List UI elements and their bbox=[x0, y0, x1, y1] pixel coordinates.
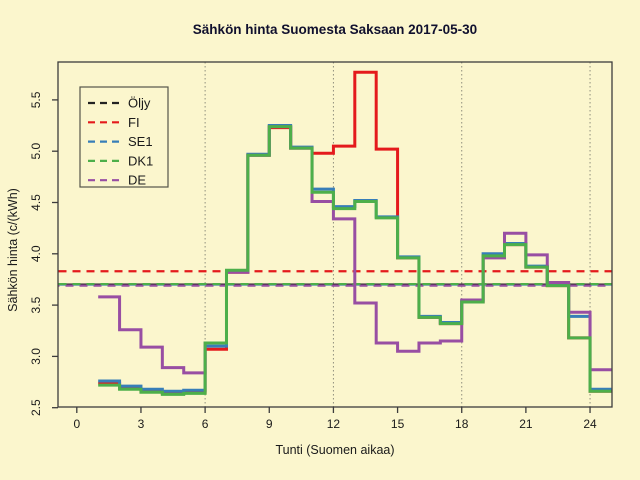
x-tick-label-21: 21 bbox=[519, 417, 533, 431]
chart-title: Sähkön hinta Suomesta Saksaan 2017-05-30 bbox=[192, 22, 478, 37]
legend-label-SE1: SE1 bbox=[128, 134, 153, 149]
y-tick-label-4.5: 4.5 bbox=[29, 194, 43, 211]
y-axis-title: Sähkön hinta (c/(kWh) bbox=[6, 188, 20, 312]
y-tick-label-4.0: 4.0 bbox=[29, 245, 43, 262]
legend-label-DE: DE bbox=[128, 173, 146, 188]
series-DE-line bbox=[98, 125, 612, 375]
x-tick-label-9: 9 bbox=[266, 417, 273, 431]
x-tick-label-3: 3 bbox=[138, 417, 145, 431]
legend-box bbox=[79, 86, 169, 188]
x-axis-title: Tunti (Suomen aikaa) bbox=[275, 443, 394, 457]
y-tick-label-5.0: 5.0 bbox=[29, 143, 43, 160]
x-tick-label-18: 18 bbox=[455, 417, 469, 431]
plot-generated: 0 3 6 9 12 15 18 21 24 2.5 3.0 3.5 4.0 4.5 5.0 5.5 Öljy F… bbox=[29, 61, 613, 431]
legend-label-FI: FI bbox=[128, 115, 140, 130]
x-tick-label-15: 15 bbox=[391, 417, 405, 431]
legend-label-Öljy: Öljy bbox=[128, 96, 151, 111]
x-tick-label-6: 6 bbox=[202, 417, 209, 431]
x-tick-label-0: 0 bbox=[73, 417, 80, 431]
series-DK1-line bbox=[98, 125, 612, 396]
y-tick-label-5.5: 5.5 bbox=[29, 91, 43, 108]
y-tick-label-2.5: 2.5 bbox=[29, 399, 43, 416]
x-tick-label-24: 24 bbox=[583, 417, 597, 431]
y-tick-label-3.0: 3.0 bbox=[29, 348, 43, 365]
plot-frame bbox=[57, 61, 613, 408]
y-tick-label-3.5: 3.5 bbox=[29, 296, 43, 313]
x-tick-label-12: 12 bbox=[327, 417, 341, 431]
legend-label-DK1: DK1 bbox=[128, 153, 153, 168]
